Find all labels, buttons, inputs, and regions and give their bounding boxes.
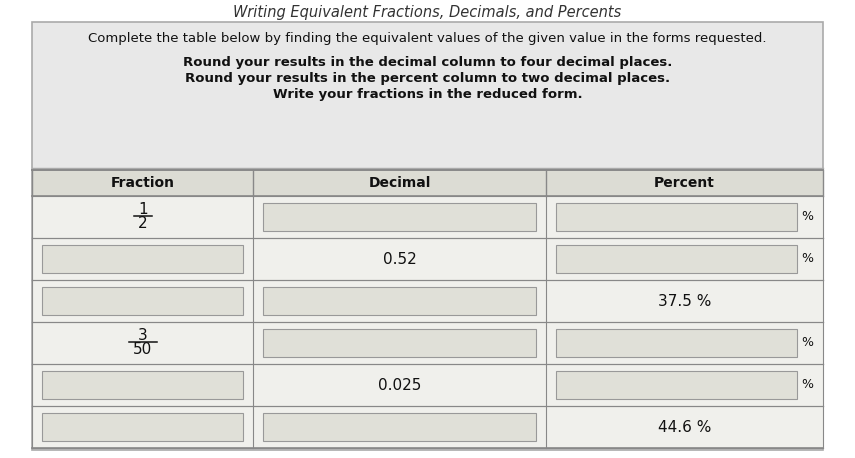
Bar: [32, 322, 823, 364]
Bar: [263, 287, 536, 315]
Bar: [32, 196, 823, 238]
Bar: [556, 203, 797, 231]
Text: Round your results in the percent column to two decimal places.: Round your results in the percent column…: [185, 72, 670, 85]
Text: Writing Equivalent Fractions, Decimals, and Percents: Writing Equivalent Fractions, Decimals, …: [233, 5, 622, 20]
Text: %: %: [801, 211, 813, 224]
Bar: [556, 371, 797, 399]
Text: 44.6 %: 44.6 %: [657, 420, 711, 435]
Bar: [263, 329, 536, 357]
Bar: [32, 406, 823, 448]
Bar: [42, 287, 244, 315]
Text: %: %: [801, 378, 813, 392]
Bar: [263, 203, 536, 231]
Bar: [32, 170, 823, 196]
Text: %: %: [801, 337, 813, 349]
Bar: [32, 238, 823, 280]
Text: Round your results in the decimal column to four decimal places.: Round your results in the decimal column…: [183, 56, 672, 69]
Text: 3: 3: [138, 328, 148, 344]
Text: Decimal: Decimal: [369, 176, 431, 190]
Bar: [32, 280, 823, 322]
Text: %: %: [801, 252, 813, 266]
Bar: [556, 329, 797, 357]
Text: Percent: Percent: [654, 176, 715, 190]
Text: 50: 50: [133, 343, 152, 358]
Bar: [42, 413, 244, 441]
Text: Fraction: Fraction: [111, 176, 174, 190]
Text: Write your fractions in the reduced form.: Write your fractions in the reduced form…: [273, 88, 582, 101]
Text: Complete the table below by finding the equivalent values of the given value in : Complete the table below by finding the …: [88, 32, 767, 45]
Text: 0.025: 0.025: [378, 377, 422, 393]
Bar: [32, 364, 823, 406]
Text: 1: 1: [138, 202, 148, 218]
Bar: [42, 371, 244, 399]
Text: 0.52: 0.52: [383, 251, 416, 267]
Text: 37.5 %: 37.5 %: [657, 294, 711, 309]
Bar: [263, 413, 536, 441]
Text: 2: 2: [138, 217, 148, 231]
Bar: [42, 245, 244, 273]
Bar: [556, 245, 797, 273]
